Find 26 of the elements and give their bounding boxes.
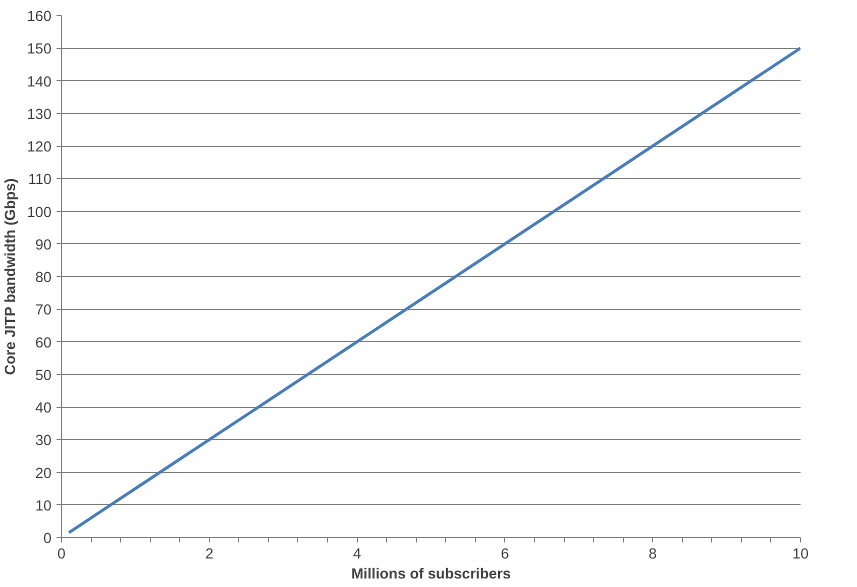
y-tick-label: 40 [35, 400, 52, 416]
x-tick-label: 8 [648, 546, 657, 562]
y-tick-label: 130 [27, 106, 52, 123]
x-axis-title: Millions of subscribers [351, 566, 511, 582]
y-tick-label: 60 [35, 335, 52, 352]
x-tick-label: 6 [500, 546, 509, 562]
y-tick-label: 100 [27, 204, 52, 221]
line-series [67, 46, 800, 534]
y-tick-label: 150 [27, 42, 52, 58]
x-tick-label: 2 [205, 546, 214, 562]
y-tick-label: 10 [35, 498, 52, 514]
y-axis-title: Core JITP bandwidth (Gbps) [3, 178, 20, 376]
y-tick-label: 20 [35, 466, 52, 482]
y-tick-label: 140 [27, 74, 52, 90]
y-tick-label: 80 [35, 270, 52, 286]
y-tick-label: 0 [43, 531, 52, 547]
y-tick-label: 120 [27, 140, 52, 156]
y-tick-label: 110 [28, 172, 52, 188]
y-tick-label: 70 [35, 302, 52, 319]
x-tick-label: 4 [353, 546, 362, 562]
x-tick-label: 0 [57, 546, 66, 562]
y-tick-label: 30 [35, 433, 52, 450]
y-tick-label: 90 [35, 237, 52, 254]
y-tick-label: 50 [35, 368, 52, 384]
y-tick-label: 160 [27, 9, 52, 25]
x-tick-label: 10 [792, 546, 809, 562]
